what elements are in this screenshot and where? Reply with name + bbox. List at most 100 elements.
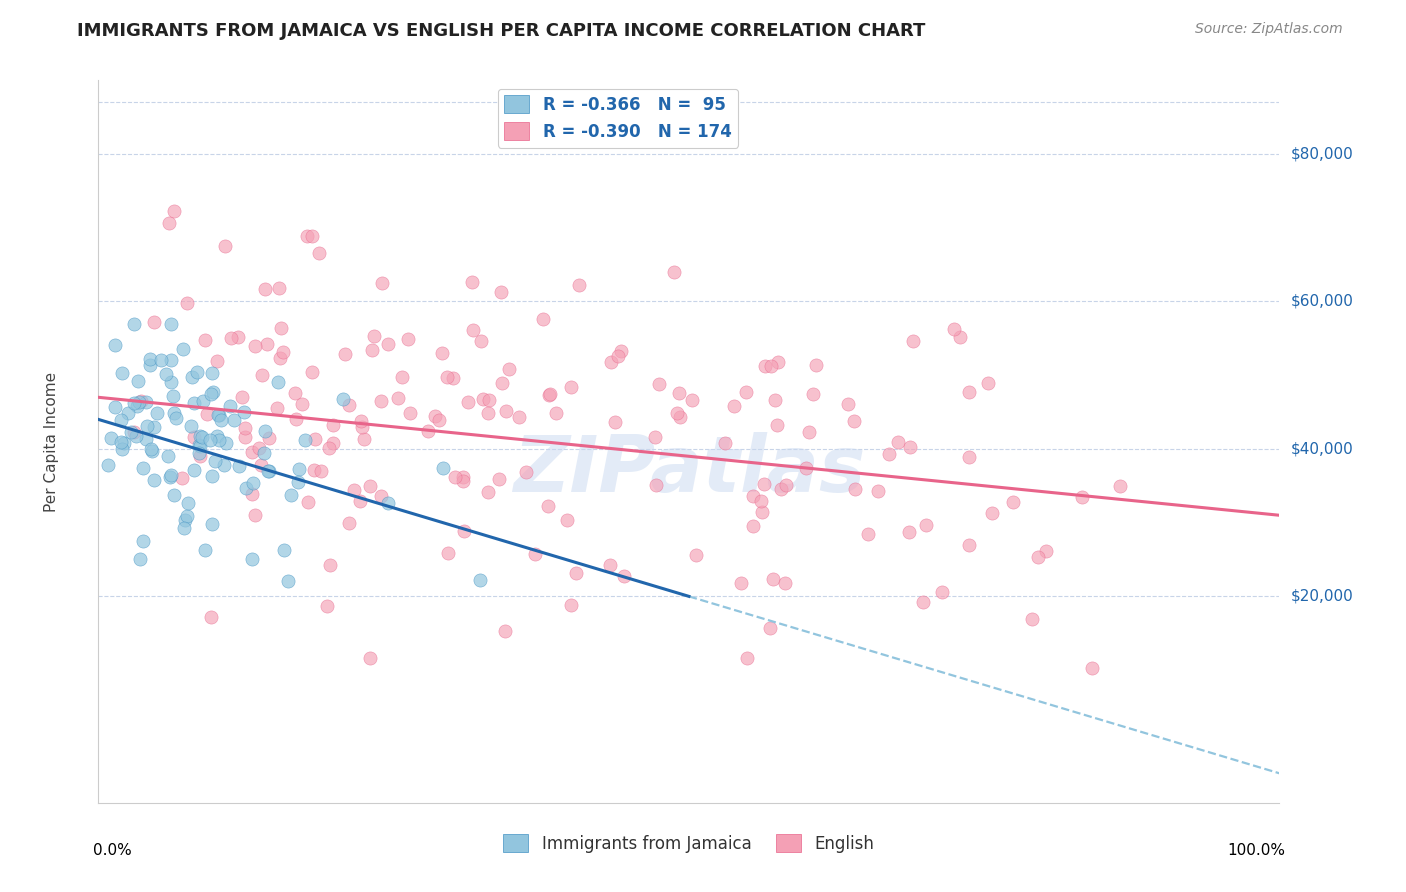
Point	[322, 435, 344, 450]
Point	[304, 432, 326, 446]
Point	[188, 438, 211, 452]
Point	[112, 436, 135, 450]
Point	[269, 351, 291, 366]
Point	[209, 413, 232, 427]
Point	[332, 392, 354, 406]
Point	[143, 420, 166, 434]
Point	[309, 464, 332, 478]
Legend: Immigrants from Jamaica, English: Immigrants from Jamaica, English	[496, 828, 882, 860]
Point	[396, 332, 419, 346]
Point	[668, 385, 690, 400]
Point	[176, 508, 198, 523]
Point	[212, 458, 235, 472]
Point	[233, 430, 256, 444]
Point	[949, 329, 972, 343]
Text: Per Capita Income: Per Capita Income	[44, 371, 59, 512]
Point	[235, 481, 257, 495]
Point	[122, 318, 145, 332]
Point	[837, 397, 859, 411]
Point	[685, 548, 707, 562]
Point	[110, 366, 132, 380]
Point	[531, 312, 554, 326]
Point	[856, 526, 879, 541]
Point	[159, 470, 181, 484]
Point	[560, 599, 582, 613]
Point	[977, 376, 1000, 390]
Point	[117, 406, 139, 420]
Point	[1071, 490, 1094, 504]
Text: $20,000: $20,000	[1291, 589, 1354, 604]
Text: $60,000: $60,000	[1291, 294, 1354, 309]
Point	[266, 401, 288, 416]
Point	[121, 425, 143, 440]
Point	[287, 475, 309, 489]
Point	[231, 390, 253, 404]
Point	[146, 407, 169, 421]
Point	[183, 430, 205, 444]
Text: 100.0%: 100.0%	[1227, 843, 1285, 857]
Point	[349, 414, 371, 428]
Point	[370, 489, 392, 503]
Point	[143, 473, 166, 487]
Point	[1001, 495, 1024, 509]
Point	[565, 566, 588, 580]
Point	[188, 446, 211, 460]
Point	[714, 436, 737, 450]
Point	[1035, 544, 1057, 558]
Point	[188, 428, 211, 442]
Point	[751, 494, 773, 508]
Point	[198, 434, 221, 448]
Point	[191, 393, 214, 408]
Point	[110, 434, 132, 449]
Point	[177, 496, 200, 510]
Point	[766, 355, 789, 369]
Point	[352, 420, 374, 434]
Point	[538, 387, 561, 401]
Point	[842, 414, 865, 428]
Point	[172, 471, 194, 485]
Point	[200, 609, 222, 624]
Point	[544, 406, 567, 420]
Point	[349, 493, 371, 508]
Point	[143, 314, 166, 328]
Point	[668, 410, 690, 425]
Point	[769, 482, 792, 496]
Point	[1021, 612, 1043, 626]
Point	[470, 574, 492, 588]
Point	[337, 398, 360, 412]
Point	[162, 204, 184, 219]
Point	[287, 462, 309, 476]
Point	[243, 508, 266, 523]
Point	[613, 568, 636, 582]
Point	[301, 229, 323, 244]
Point	[110, 413, 132, 427]
Point	[343, 483, 366, 498]
Point	[127, 374, 149, 388]
Point	[879, 447, 901, 461]
Point	[201, 367, 224, 381]
Point	[478, 392, 501, 407]
Point	[491, 285, 513, 299]
Point	[228, 458, 250, 473]
Point	[735, 650, 758, 665]
Text: Source: ZipAtlas.com: Source: ZipAtlas.com	[1195, 22, 1343, 37]
Point	[157, 216, 180, 230]
Point	[453, 524, 475, 538]
Point	[205, 429, 228, 443]
Point	[267, 375, 290, 389]
Point	[125, 429, 148, 443]
Point	[156, 450, 179, 464]
Point	[172, 342, 194, 356]
Point	[363, 328, 385, 343]
Point	[494, 624, 516, 639]
Point	[377, 337, 399, 351]
Point	[188, 439, 211, 453]
Point	[128, 395, 150, 409]
Point	[165, 411, 187, 425]
Point	[191, 430, 214, 444]
Point	[183, 463, 205, 477]
Point	[644, 430, 666, 444]
Point	[762, 572, 785, 586]
Point	[742, 519, 765, 533]
Point	[207, 433, 229, 447]
